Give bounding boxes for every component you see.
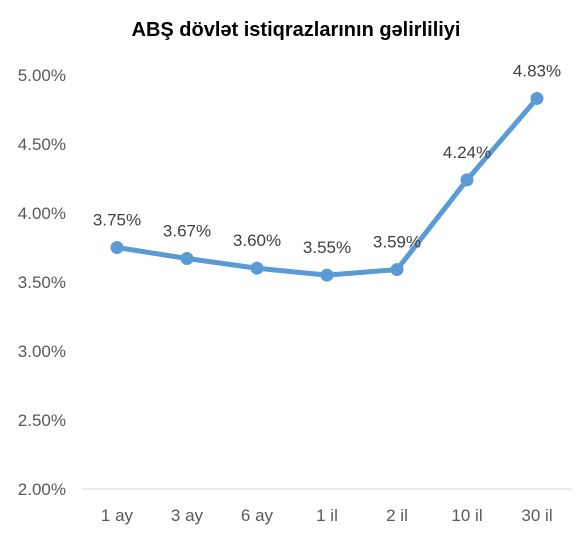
data-label: 3.60% (233, 231, 281, 250)
data-point (180, 252, 194, 266)
y-tick-label: 4.00% (18, 204, 66, 223)
x-tick-label: 1 il (316, 506, 338, 525)
y-tick-label: 5.00% (18, 66, 66, 85)
x-tick-label: 1 ay (101, 506, 134, 525)
data-point (110, 241, 124, 254)
series-group: 3.75% 3.67% 3.60% 3.55% 3.59% 4.24% 4.83% (93, 61, 561, 282)
data-point (320, 268, 334, 282)
y-tick-label: 3.50% (18, 273, 66, 292)
data-label: 3.75% (93, 211, 141, 230)
x-axis: 1 ay 3 ay 6 ay 1 il 2 il 10 il 30 il (101, 506, 553, 525)
data-point (250, 261, 264, 275)
y-tick-label: 3.00% (18, 342, 66, 361)
chart-title: ABŞ dövlət istiqrazlarının gəlirliliyi (132, 19, 461, 41)
data-label: 4.24% (443, 143, 491, 162)
x-tick-label: 30 il (521, 506, 552, 525)
x-tick-label: 6 ay (241, 506, 274, 525)
y-tick-label: 2.50% (18, 411, 66, 430)
data-point (530, 91, 544, 105)
data-label: 3.55% (303, 238, 351, 257)
x-tick-label: 3 ay (171, 506, 204, 525)
data-label: 4.83% (513, 61, 561, 80)
x-tick-label: 2 il (386, 506, 408, 525)
y-axis: 2.00% 2.50% 3.00% 3.50% 4.00% 4.50% 5.00% (18, 66, 66, 499)
data-point (390, 263, 404, 277)
x-tick-label: 10 il (451, 506, 482, 525)
data-label: 3.59% (373, 233, 421, 252)
data-label: 3.67% (163, 222, 211, 241)
y-tick-label: 4.50% (18, 135, 66, 154)
data-point (460, 173, 474, 187)
y-tick-label: 2.00% (18, 480, 66, 499)
